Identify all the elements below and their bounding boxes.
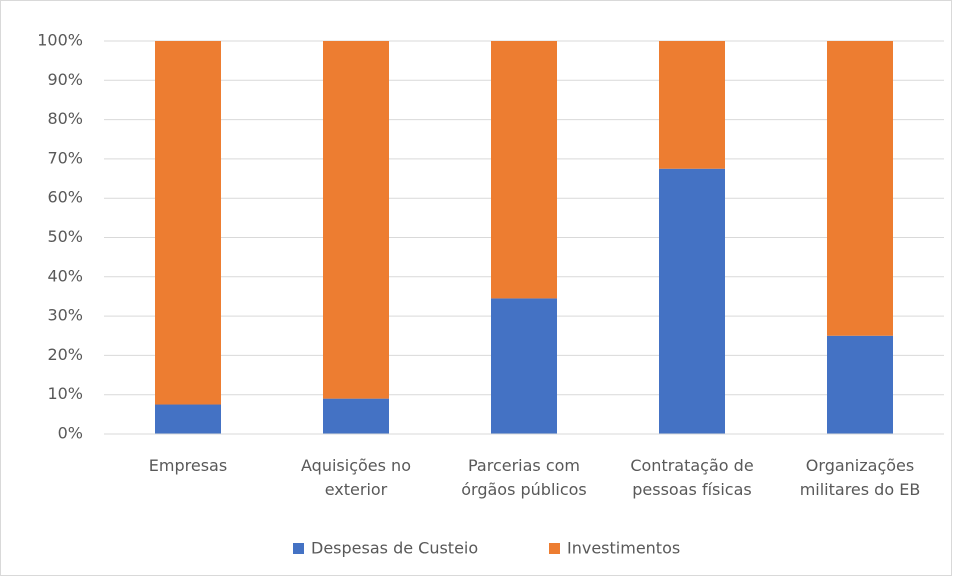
y-tick-label: 60% — [47, 188, 83, 207]
y-tick-label: 0% — [58, 424, 83, 443]
y-tick-label: 40% — [47, 266, 83, 285]
y-tick-label: 30% — [47, 306, 83, 325]
bar-segment — [659, 41, 725, 169]
y-tick-label: 70% — [47, 148, 83, 167]
bar-segment — [323, 398, 389, 434]
legend-swatch — [549, 543, 560, 554]
bar-segment — [491, 298, 557, 434]
y-tick-label: 90% — [47, 70, 83, 89]
y-tick-label: 20% — [47, 345, 83, 364]
x-tick-label: Parcerias com órgãos públicos — [461, 456, 587, 499]
bar-segment — [323, 41, 389, 399]
bar-segment — [155, 41, 221, 405]
bar-segment — [491, 41, 557, 299]
y-tick-label: 10% — [47, 384, 83, 403]
bar-segment — [659, 168, 725, 434]
x-tick-label: Aquisições no exterior — [301, 456, 411, 499]
bar-segment — [827, 41, 893, 336]
x-tick-label: Contratação de pessoas físicas — [630, 456, 754, 499]
legend-label: Investimentos — [567, 539, 680, 558]
legend-label: Despesas de Custeio — [311, 539, 478, 558]
y-tick-label: 100% — [37, 31, 83, 50]
y-tick-label: 50% — [47, 227, 83, 246]
bar-segment — [155, 404, 221, 434]
bar-segment — [827, 335, 893, 434]
x-tick-label: Empresas — [148, 456, 228, 475]
legend-swatch — [293, 543, 304, 554]
x-tick-label: Organizações militares do EB — [799, 456, 921, 499]
y-tick-label: 80% — [47, 109, 83, 128]
